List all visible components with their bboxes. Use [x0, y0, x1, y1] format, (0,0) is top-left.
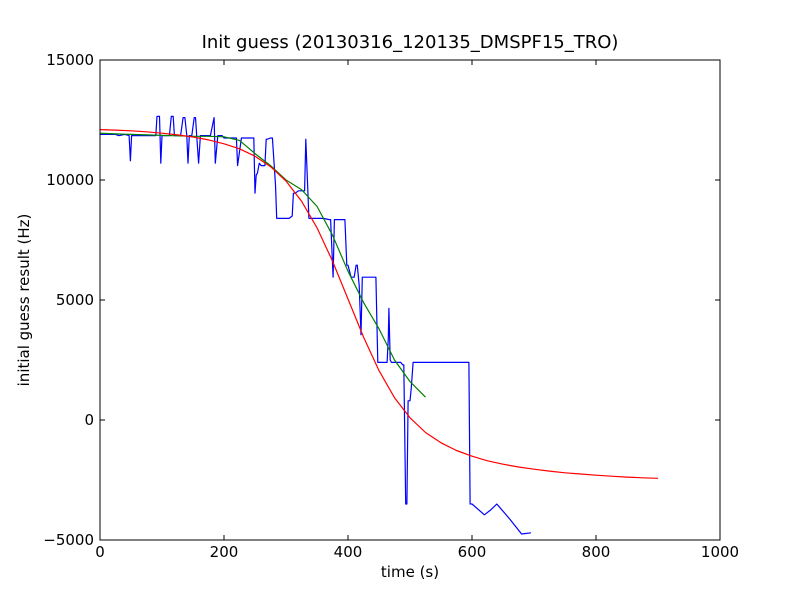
x-tick-label: 800 [582, 543, 611, 561]
series-line-1 [100, 115, 531, 535]
x-tick-label: 1000 [701, 543, 739, 561]
chart-title: Init guess (20130316_120135_DMSPF15_TRO) [202, 32, 619, 53]
y-tick-label: 0 [84, 411, 94, 429]
y-tick-label: −5000 [43, 531, 94, 549]
y-tick-label: 10000 [46, 171, 94, 189]
x-tick-label: 200 [210, 543, 239, 561]
series-line-2 [100, 132, 426, 398]
series-layer [100, 115, 659, 535]
y-axis-label: initial guess result (Hz) [15, 214, 33, 387]
x-tick-label: 600 [458, 543, 487, 561]
y-tick-label: 15000 [46, 51, 94, 69]
series-line-3 [100, 129, 659, 479]
x-tick-label: 0 [95, 543, 105, 561]
x-tick-label: 400 [334, 543, 363, 561]
x-axis-label: time (s) [381, 563, 439, 581]
plot-area [100, 60, 720, 540]
y-tick-label: 5000 [56, 291, 94, 309]
